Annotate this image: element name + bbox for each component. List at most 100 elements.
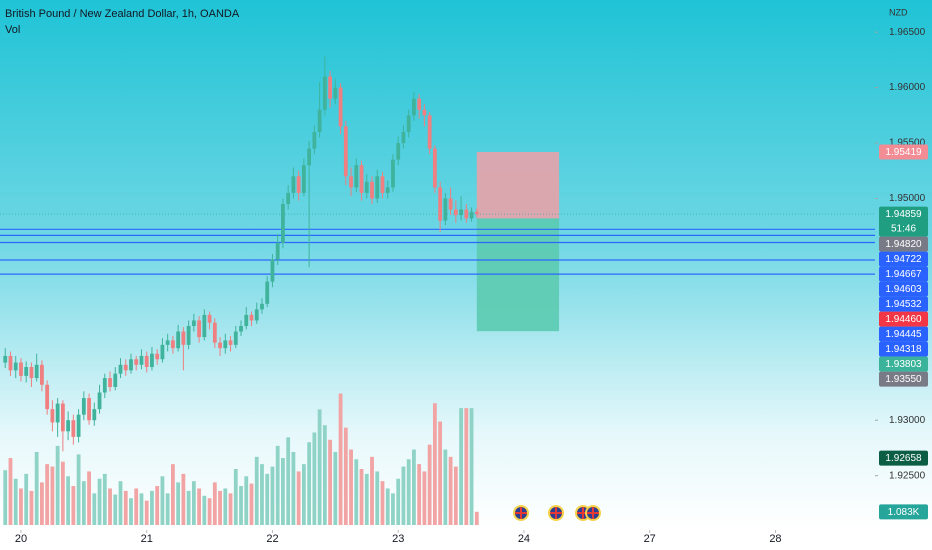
candle-body bbox=[212, 322, 217, 343]
volume-bar bbox=[113, 494, 118, 525]
candle-body bbox=[422, 109, 427, 116]
event-icon bbox=[587, 507, 599, 519]
volume-bar bbox=[171, 464, 175, 525]
volume-bar bbox=[448, 456, 453, 525]
time-axis-background bbox=[0, 530, 932, 550]
volume-bar bbox=[186, 490, 191, 525]
price-tag bbox=[879, 450, 928, 466]
volume-bar bbox=[108, 488, 112, 525]
candle-body bbox=[29, 367, 34, 379]
candle-body bbox=[474, 211, 479, 215]
candle-body bbox=[343, 126, 348, 177]
candle-body bbox=[181, 331, 186, 345]
volume-bar bbox=[396, 478, 401, 525]
price-tag bbox=[879, 281, 928, 297]
volume-bar bbox=[8, 458, 13, 525]
price-tag-label: 1.93803 bbox=[885, 359, 922, 370]
candle-body bbox=[228, 340, 233, 345]
volume-bar bbox=[97, 478, 102, 525]
candle-body bbox=[24, 367, 29, 376]
volume-bar bbox=[165, 493, 170, 525]
price-tag-label: 1.95419 bbox=[885, 147, 922, 158]
volume-bar bbox=[459, 408, 463, 525]
volume-tag-label: 1.083K bbox=[888, 507, 920, 518]
volume-bar bbox=[338, 393, 343, 525]
event-icons bbox=[513, 505, 601, 521]
volume-bar bbox=[81, 481, 86, 525]
candle-body bbox=[50, 409, 55, 423]
volume-bar bbox=[260, 464, 264, 525]
x-tick-label: 28 bbox=[769, 533, 781, 545]
candle-body bbox=[275, 242, 280, 260]
volume-bar bbox=[380, 481, 385, 525]
candle-body bbox=[123, 364, 128, 371]
price-tag-label: 1.94318 bbox=[885, 344, 922, 355]
candle-body bbox=[60, 403, 65, 432]
candle-body bbox=[87, 398, 91, 421]
candle-body bbox=[19, 362, 23, 376]
price-tag bbox=[879, 144, 928, 160]
candle-body bbox=[364, 181, 369, 193]
candle-body bbox=[375, 176, 380, 199]
countdown-label: 51:46 bbox=[891, 224, 916, 235]
candle-body bbox=[380, 176, 385, 193]
volume-bar bbox=[155, 486, 160, 525]
x-tick-label: 21 bbox=[141, 533, 153, 545]
candle-body bbox=[139, 355, 144, 365]
candle-body bbox=[207, 314, 212, 323]
candle-body bbox=[8, 355, 13, 371]
candle-body bbox=[129, 359, 133, 371]
candle-body bbox=[113, 373, 118, 387]
candle-body bbox=[317, 109, 322, 132]
volume-bar bbox=[34, 451, 39, 525]
candle-body bbox=[453, 209, 458, 216]
candle-body bbox=[97, 392, 102, 410]
volume-bar bbox=[254, 456, 259, 525]
candle-body bbox=[417, 98, 422, 110]
volume-bar bbox=[370, 456, 374, 525]
candle-body bbox=[218, 342, 222, 349]
candle-body bbox=[45, 384, 50, 410]
price-tag bbox=[879, 326, 928, 342]
candle-body bbox=[176, 331, 181, 349]
candle-body bbox=[55, 403, 60, 423]
volume-bar bbox=[474, 511, 479, 525]
candle-body bbox=[322, 76, 327, 110]
volume-bar bbox=[160, 476, 165, 525]
candle-body bbox=[223, 340, 228, 349]
y-tick-label: 1.93000 bbox=[889, 415, 926, 426]
volume-bar bbox=[291, 451, 296, 525]
volume-bar bbox=[50, 466, 55, 525]
candle-body bbox=[40, 364, 44, 385]
price-tag-label: 1.94603 bbox=[885, 284, 922, 295]
volume-bar bbox=[176, 482, 181, 525]
volume-bar bbox=[412, 449, 416, 525]
candle-body bbox=[160, 344, 165, 360]
volume-bar bbox=[223, 488, 228, 525]
volume-bar bbox=[453, 466, 458, 525]
candle-body bbox=[197, 320, 202, 338]
volume-bar bbox=[13, 478, 18, 525]
volume-bar bbox=[322, 425, 327, 525]
candle-body bbox=[312, 131, 317, 149]
candle-body bbox=[396, 143, 401, 160]
candle-body bbox=[3, 355, 8, 363]
currency-label: NZD bbox=[889, 7, 908, 17]
x-tick-label: 20 bbox=[15, 533, 27, 545]
candle-body bbox=[443, 198, 448, 221]
volume-bar bbox=[239, 486, 243, 525]
volume-bar bbox=[427, 444, 432, 525]
price-tag bbox=[879, 371, 928, 387]
volume-bar bbox=[443, 449, 448, 525]
candle-body bbox=[260, 303, 264, 310]
y-tick-label: 1.96500 bbox=[889, 27, 926, 38]
volume-bar bbox=[55, 445, 60, 525]
volume-bar bbox=[312, 432, 317, 525]
volume-bar bbox=[244, 476, 249, 525]
volume-bar bbox=[469, 408, 474, 525]
volume-bar bbox=[249, 483, 254, 525]
volume-bar bbox=[123, 490, 128, 525]
candle-body bbox=[108, 378, 112, 387]
volume-bar bbox=[45, 464, 50, 525]
